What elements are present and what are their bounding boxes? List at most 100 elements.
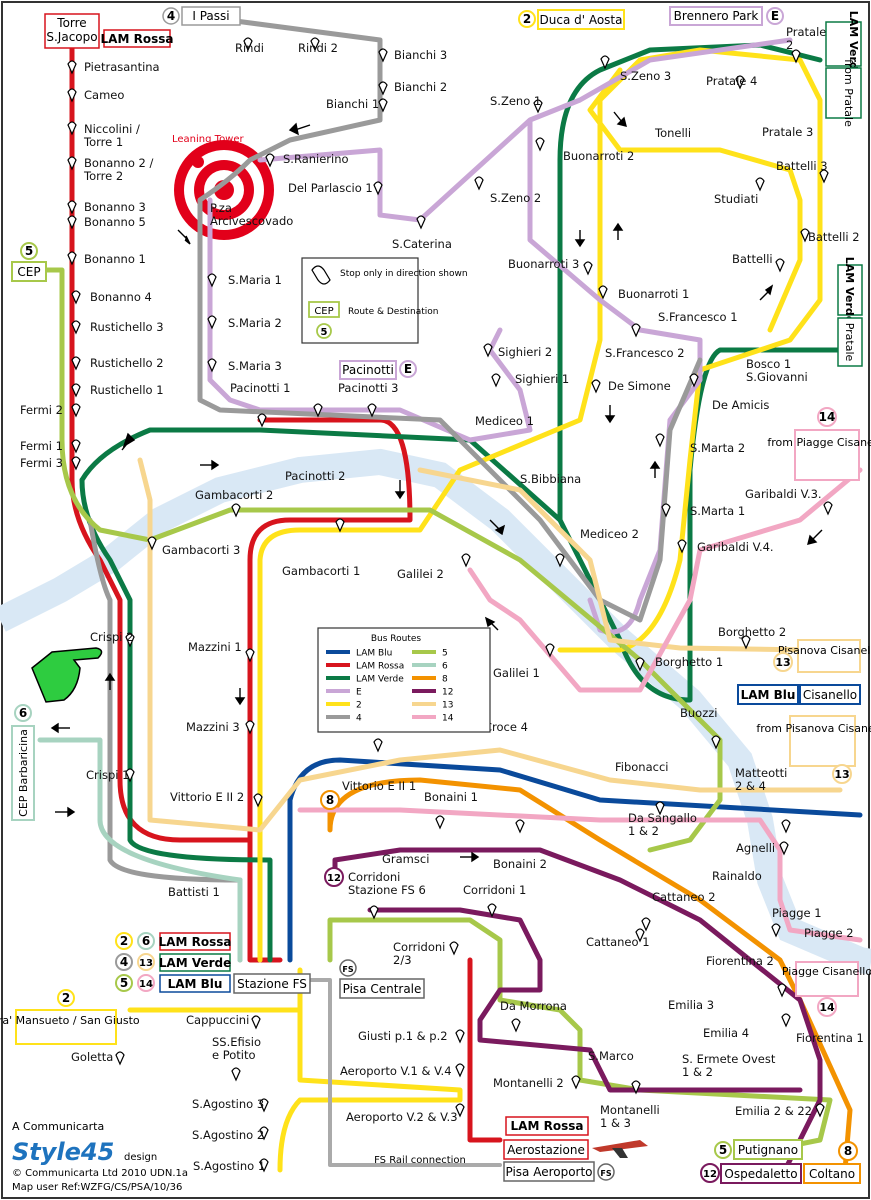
stop-label[interactable]: Gramsci	[382, 852, 429, 866]
terminal-pratale-right[interactable]: Pratale	[843, 323, 856, 362]
stop-label[interactable]: Pratale 4	[706, 74, 757, 88]
stop-marker-icon[interactable]	[207, 315, 217, 330]
stop-label[interactable]: Pratale 3	[762, 125, 813, 139]
stop-label[interactable]: Del Parlascio 1	[288, 181, 373, 195]
stop-marker-icon[interactable]	[125, 633, 135, 648]
stop-marker-icon[interactable]	[655, 801, 665, 816]
stop-marker-icon[interactable]	[515, 819, 525, 834]
stop-marker-icon[interactable]	[67, 156, 77, 171]
stop-marker-icon[interactable]	[71, 439, 81, 454]
stop-label[interactable]: De Amicis	[712, 398, 769, 412]
stop-marker-icon[interactable]	[455, 1103, 465, 1118]
stop-marker-icon[interactable]	[67, 251, 77, 266]
terminal-mansueto[interactable]: Fra' Mansueto / San Giusto	[0, 1014, 140, 1027]
stop-label[interactable]: S.Marta 1	[690, 504, 745, 518]
stop-marker-icon[interactable]	[71, 383, 81, 398]
stop-label[interactable]: Battisti 1	[168, 885, 220, 899]
stop-marker-icon[interactable]	[661, 503, 671, 518]
stop-label[interactable]: Cappuccini	[186, 1013, 249, 1027]
stop-label[interactable]: Borghetto 1	[655, 655, 723, 669]
stop-label[interactable]: S.Agostino 2	[192, 1128, 264, 1142]
stop-marker-icon[interactable]	[367, 403, 377, 418]
terminal-lam-blu-right[interactable]: LAM Blu	[741, 688, 796, 702]
stop-marker-icon[interactable]	[125, 768, 135, 783]
stop-marker-icon[interactable]	[253, 793, 263, 808]
stop-label[interactable]: S.Maria 1	[228, 273, 282, 287]
stop-label[interactable]: S. Ermete Ovest 1 & 2	[682, 1052, 776, 1079]
stop-label[interactable]: Bianchi 1	[326, 97, 379, 111]
stop-marker-icon[interactable]	[207, 273, 217, 288]
stop-label[interactable]: Garibaldi V.3.	[745, 487, 822, 501]
stop-marker-icon[interactable]	[251, 1015, 261, 1030]
stop-label[interactable]: Piagge 1	[772, 906, 822, 920]
stop-marker-icon[interactable]	[231, 1067, 241, 1082]
stop-label[interactable]: S.Maria 3	[228, 359, 282, 373]
stop-marker-icon[interactable]	[115, 1051, 125, 1066]
stop-marker-icon[interactable]	[435, 815, 445, 830]
terminal-piagge-cisanello[interactable]: Piagge Cisanello	[782, 965, 871, 978]
stop-label[interactable]: De Simone	[608, 379, 671, 393]
stop-marker-icon[interactable]	[800, 228, 810, 243]
stop-label[interactable]: S.Maria 2	[228, 316, 282, 330]
terminal-i-passi[interactable]: I Passi	[192, 9, 229, 23]
stop-label[interactable]: Bonaini 2	[493, 857, 547, 871]
stop-label[interactable]: S.Bibbiana	[520, 472, 581, 486]
stop-label[interactable]: S.Marta 2	[690, 441, 745, 455]
stop-label[interactable]: Rustichello 3	[90, 320, 164, 334]
stop-marker-icon[interactable]	[635, 928, 645, 943]
stop-marker-icon[interactable]	[378, 48, 388, 63]
stop-label[interactable]: S.Caterina	[392, 237, 452, 251]
stop-label[interactable]: Cameo	[84, 88, 124, 102]
stop-label[interactable]: Cattaneo 2	[652, 890, 716, 904]
stop-label[interactable]: Gambacorti 3	[162, 543, 240, 557]
stop-marker-icon[interactable]	[310, 37, 320, 52]
stop-label[interactable]: Crispi 2	[90, 630, 133, 644]
stop-marker-icon[interactable]	[259, 1126, 269, 1141]
stop-label[interactable]: Rustichello 2	[90, 356, 164, 370]
stazione-lam-blu[interactable]: LAM Blu	[168, 977, 223, 991]
stop-marker-icon[interactable]	[67, 215, 77, 230]
stop-label[interactable]: Niccolini / Torre 1	[83, 122, 140, 149]
stop-marker-icon[interactable]	[369, 905, 379, 920]
stop-marker-icon[interactable]	[474, 176, 484, 191]
stop-marker-icon[interactable]	[373, 181, 383, 196]
stop-label[interactable]: Buonarroti 1	[618, 287, 689, 301]
stop-label[interactable]: Fermi 1	[20, 439, 63, 453]
stop-marker-icon[interactable]	[631, 1080, 641, 1095]
stop-label[interactable]: Vittorio E II 1	[342, 779, 416, 793]
stop-marker-icon[interactable]	[147, 536, 157, 551]
stop-marker-icon[interactable]	[819, 169, 829, 184]
stop-label[interactable]: Bianchi 3	[394, 48, 447, 62]
stop-label[interactable]: Galilei 1	[493, 666, 540, 680]
stop-label[interactable]: Vittorio E II 2	[170, 790, 244, 804]
stop-label[interactable]: S.Agostino 3	[192, 1097, 264, 1111]
stop-label[interactable]: Rainaldo	[712, 869, 762, 883]
stop-marker-icon[interactable]	[635, 657, 645, 672]
terminal-duca[interactable]: Duca d' Aosta	[540, 13, 623, 27]
stop-marker-icon[interactable]	[313, 403, 323, 418]
terminal-brennero[interactable]: Brennero Park	[674, 9, 759, 23]
stop-marker-icon[interactable]	[511, 1018, 521, 1033]
stop-marker-icon[interactable]	[781, 1013, 791, 1028]
stop-label[interactable]: Bonaini 1	[424, 790, 478, 804]
stop-label[interactable]: Aeroporto V.1 & V.4	[340, 1064, 452, 1078]
terminal-from-pisanova[interactable]: from Pisanova Cisanello	[756, 722, 871, 735]
stop-marker-icon[interactable]	[231, 503, 241, 518]
aerostazione[interactable]: Aerostazione	[507, 1143, 585, 1157]
stop-label[interactable]: Corridoni 2/3	[393, 940, 445, 967]
stop-label[interactable]: S.Agostino 1	[193, 1159, 265, 1173]
stop-marker-icon[interactable]	[378, 98, 388, 113]
stop-label[interactable]: Buonarroti 2	[563, 149, 634, 163]
stop-label[interactable]: Pietrasantina	[84, 60, 160, 74]
stop-marker-icon[interactable]	[449, 941, 459, 956]
stop-label[interactable]: Montanelli 1 & 3	[600, 1103, 660, 1130]
stop-marker-icon[interactable]	[67, 121, 77, 136]
stop-label[interactable]: Battelli	[732, 252, 773, 266]
terminal-from-piagge[interactable]: from Piagge Cisanello	[767, 436, 871, 449]
stop-label[interactable]: Mediceo 1	[475, 414, 534, 428]
stop-marker-icon[interactable]	[416, 215, 426, 230]
stop-label[interactable]: Bonanno 5	[84, 215, 146, 229]
stop-marker-icon[interactable]	[598, 285, 608, 300]
stop-label[interactable]: S.Zeno 2	[490, 191, 541, 205]
stop-label[interactable]: Croce 4	[484, 720, 528, 734]
